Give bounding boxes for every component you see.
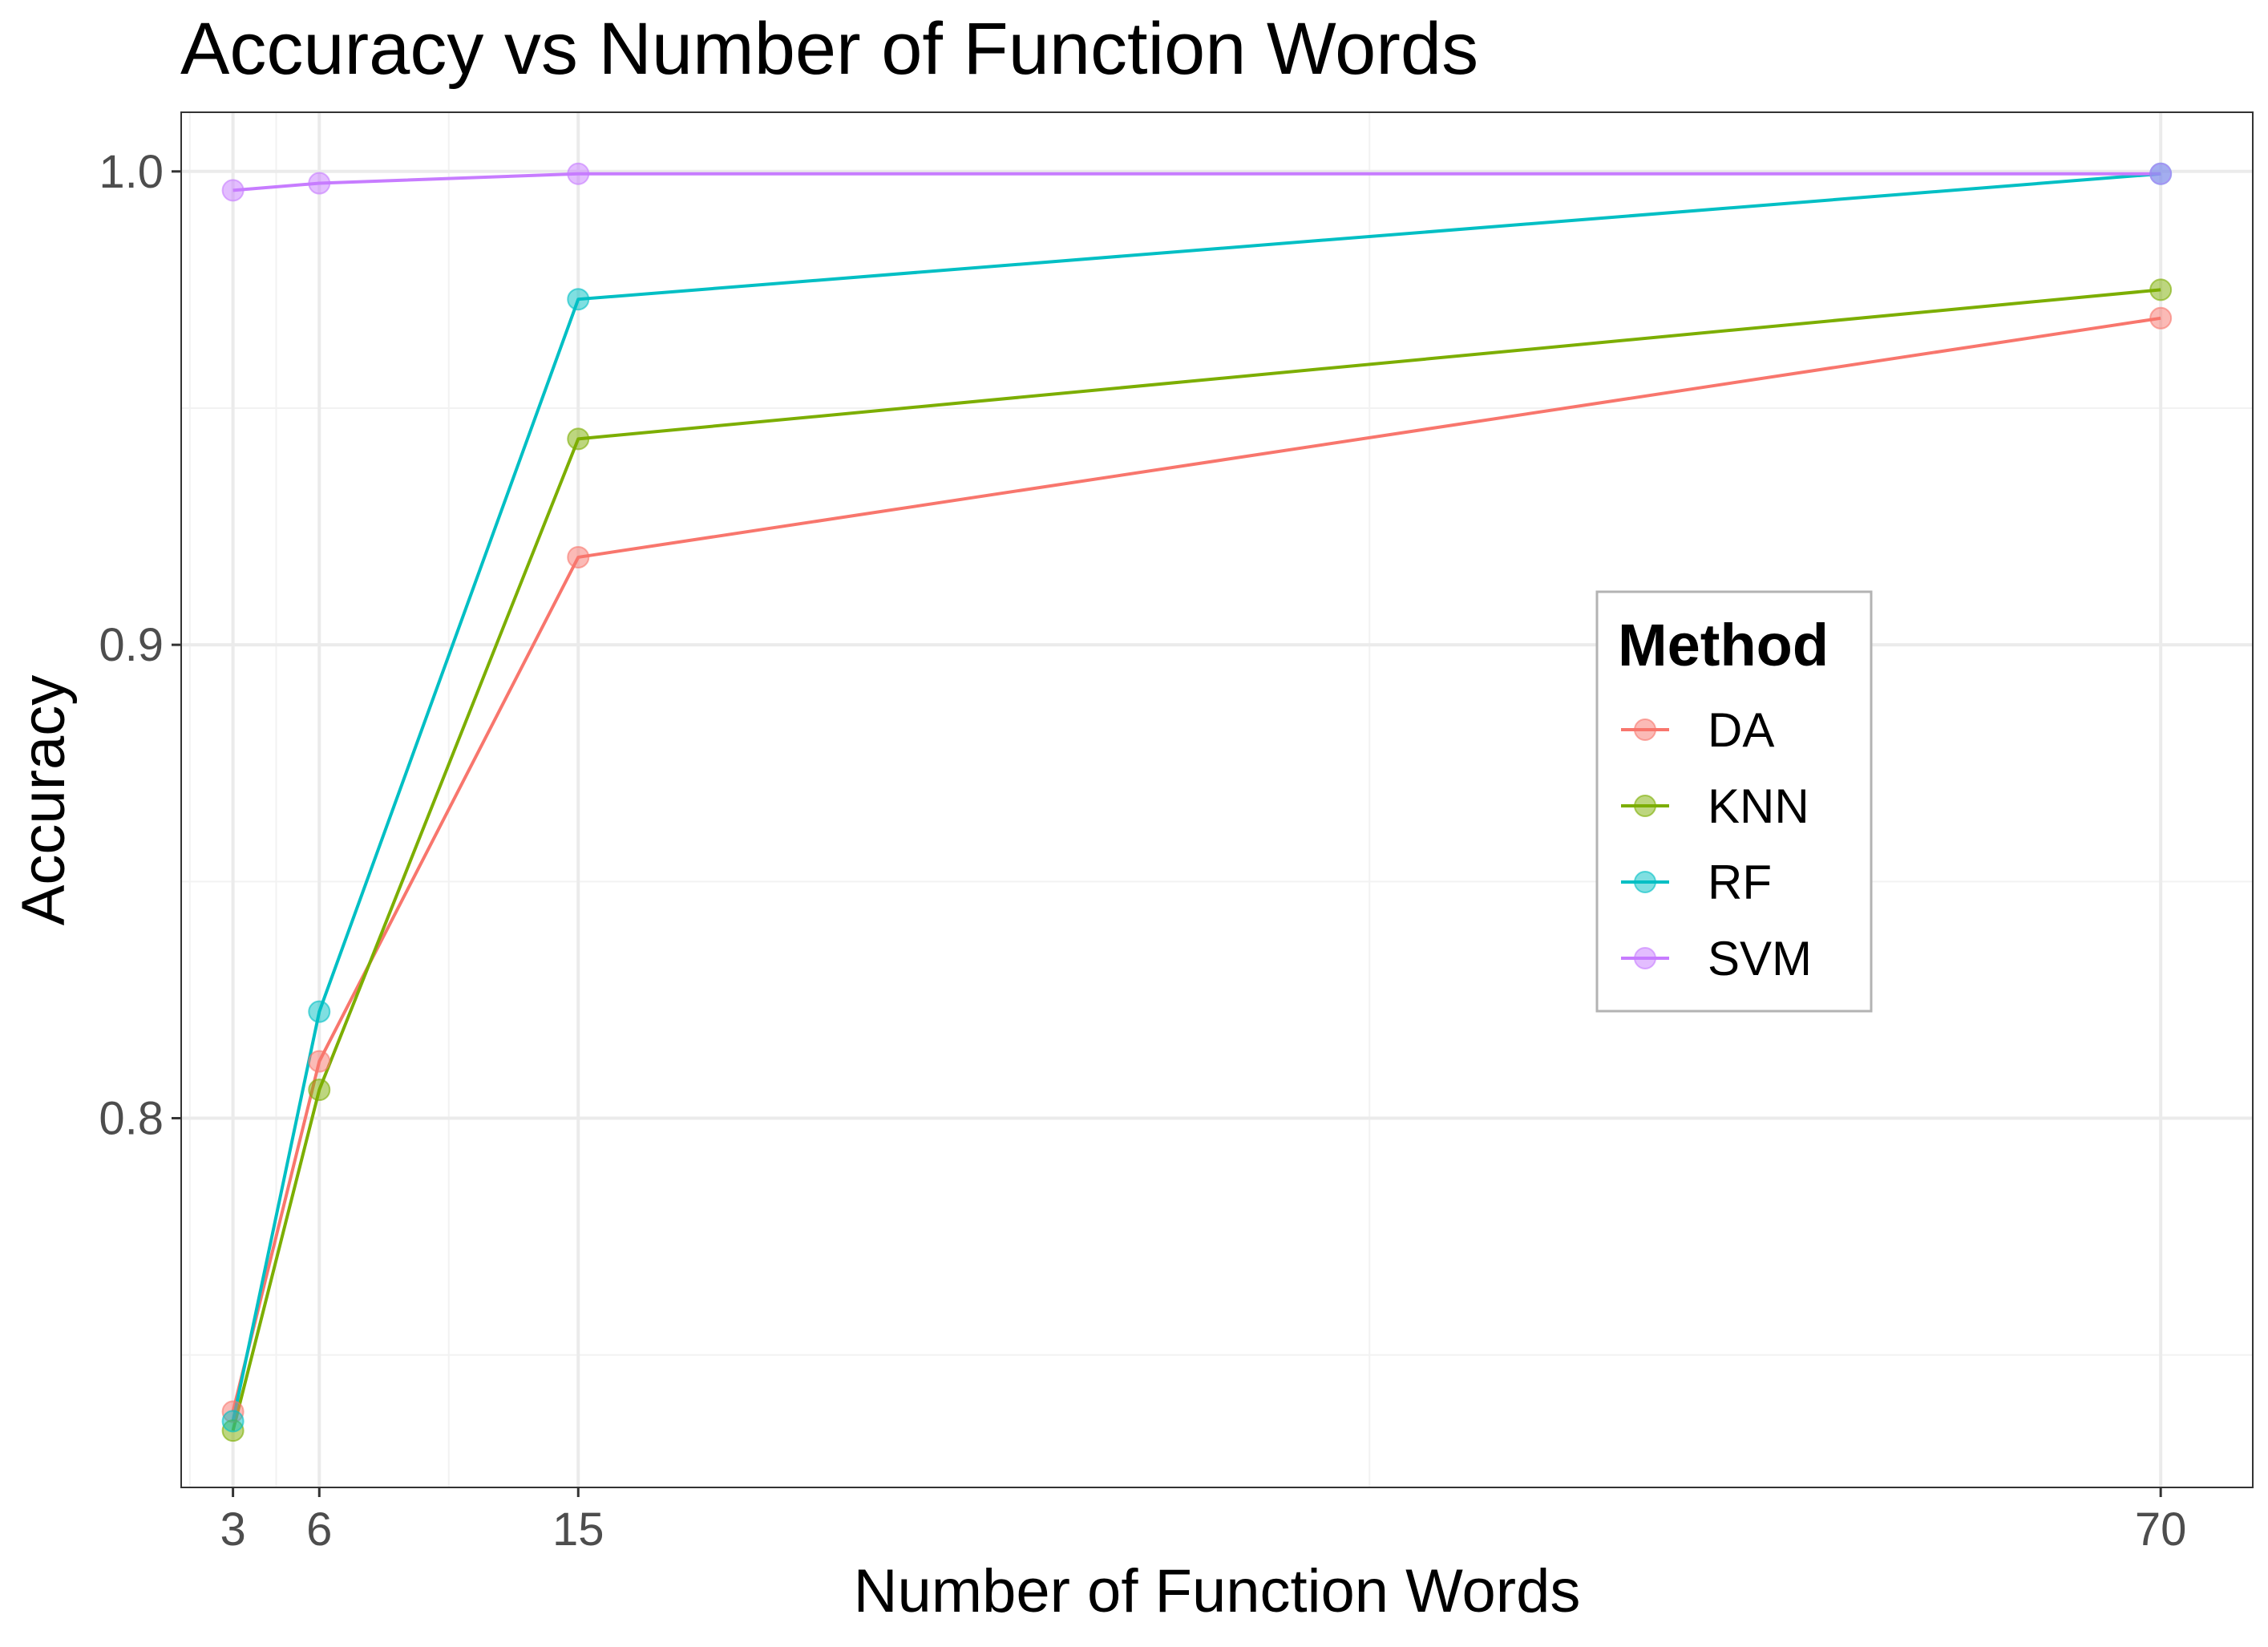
legend-title: Method: [1618, 612, 1829, 678]
series-line-knn: [231, 288, 2161, 1431]
legend-item-rf: RF: [1621, 856, 1772, 909]
plot-border: [180, 111, 2254, 1488]
legend-key-point: [1634, 718, 1656, 741]
data-point-svm: [2149, 162, 2173, 185]
x-tick-label: 70: [2135, 1503, 2187, 1556]
legend-label: DA: [1708, 703, 1774, 757]
series-line-svm: [232, 172, 2161, 192]
y-axis-title: Accuracy: [10, 675, 78, 926]
series-lines: [231, 172, 2161, 1431]
series-line-rf: [231, 172, 2161, 1422]
data-point-knn: [567, 427, 590, 451]
data-point-svm: [308, 172, 331, 195]
plot-panel: [181, 112, 2253, 1487]
legend-label: KNN: [1708, 779, 1809, 833]
chart-title: Accuracy vs Number of Function Words: [180, 8, 1478, 90]
legend-item-svm: SVM: [1621, 932, 1812, 985]
legend-key-point: [1634, 871, 1656, 893]
legend-key-point: [1634, 795, 1656, 817]
y-tick-label: 0.8: [99, 1093, 164, 1145]
series-line-da: [231, 316, 2161, 1413]
data-point-da: [2149, 306, 2173, 330]
legend: Method DA KNN RF SVM: [1595, 590, 1873, 1013]
y-tick-label: 0.9: [99, 619, 164, 671]
data-point-knn: [308, 1078, 331, 1102]
x-tick-label: 6: [306, 1503, 332, 1556]
data-point-da: [308, 1050, 331, 1073]
x-axis: 3 6 15 70: [220, 1487, 2186, 1556]
data-point-rf: [567, 288, 590, 311]
grid-minor: [181, 112, 2253, 1487]
x-tick-label: 15: [552, 1503, 604, 1556]
data-point-da: [567, 545, 590, 569]
x-tick-label: 3: [220, 1503, 245, 1556]
data-point-rf: [221, 1410, 245, 1433]
data-point-knn: [2149, 278, 2173, 301]
y-tick-label: 1.0: [99, 146, 164, 198]
legend-key-point: [1634, 947, 1656, 969]
legend-item-knn: KNN: [1621, 779, 1809, 833]
data-point-rf: [308, 1000, 331, 1023]
legend-item-da: DA: [1621, 703, 1774, 757]
legend-label: RF: [1708, 856, 1772, 909]
legend-items: DA KNN RF SVM: [1621, 703, 1812, 985]
x-axis-title: Number of Function Words: [854, 1557, 1581, 1625]
y-axis: 0.8 0.9 1.0: [99, 146, 181, 1145]
data-point-svm: [221, 179, 245, 202]
series-points: [221, 162, 2173, 1443]
grid-major: [181, 112, 2253, 1487]
data-point-svm: [567, 162, 590, 185]
legend-label: SVM: [1708, 932, 1812, 985]
